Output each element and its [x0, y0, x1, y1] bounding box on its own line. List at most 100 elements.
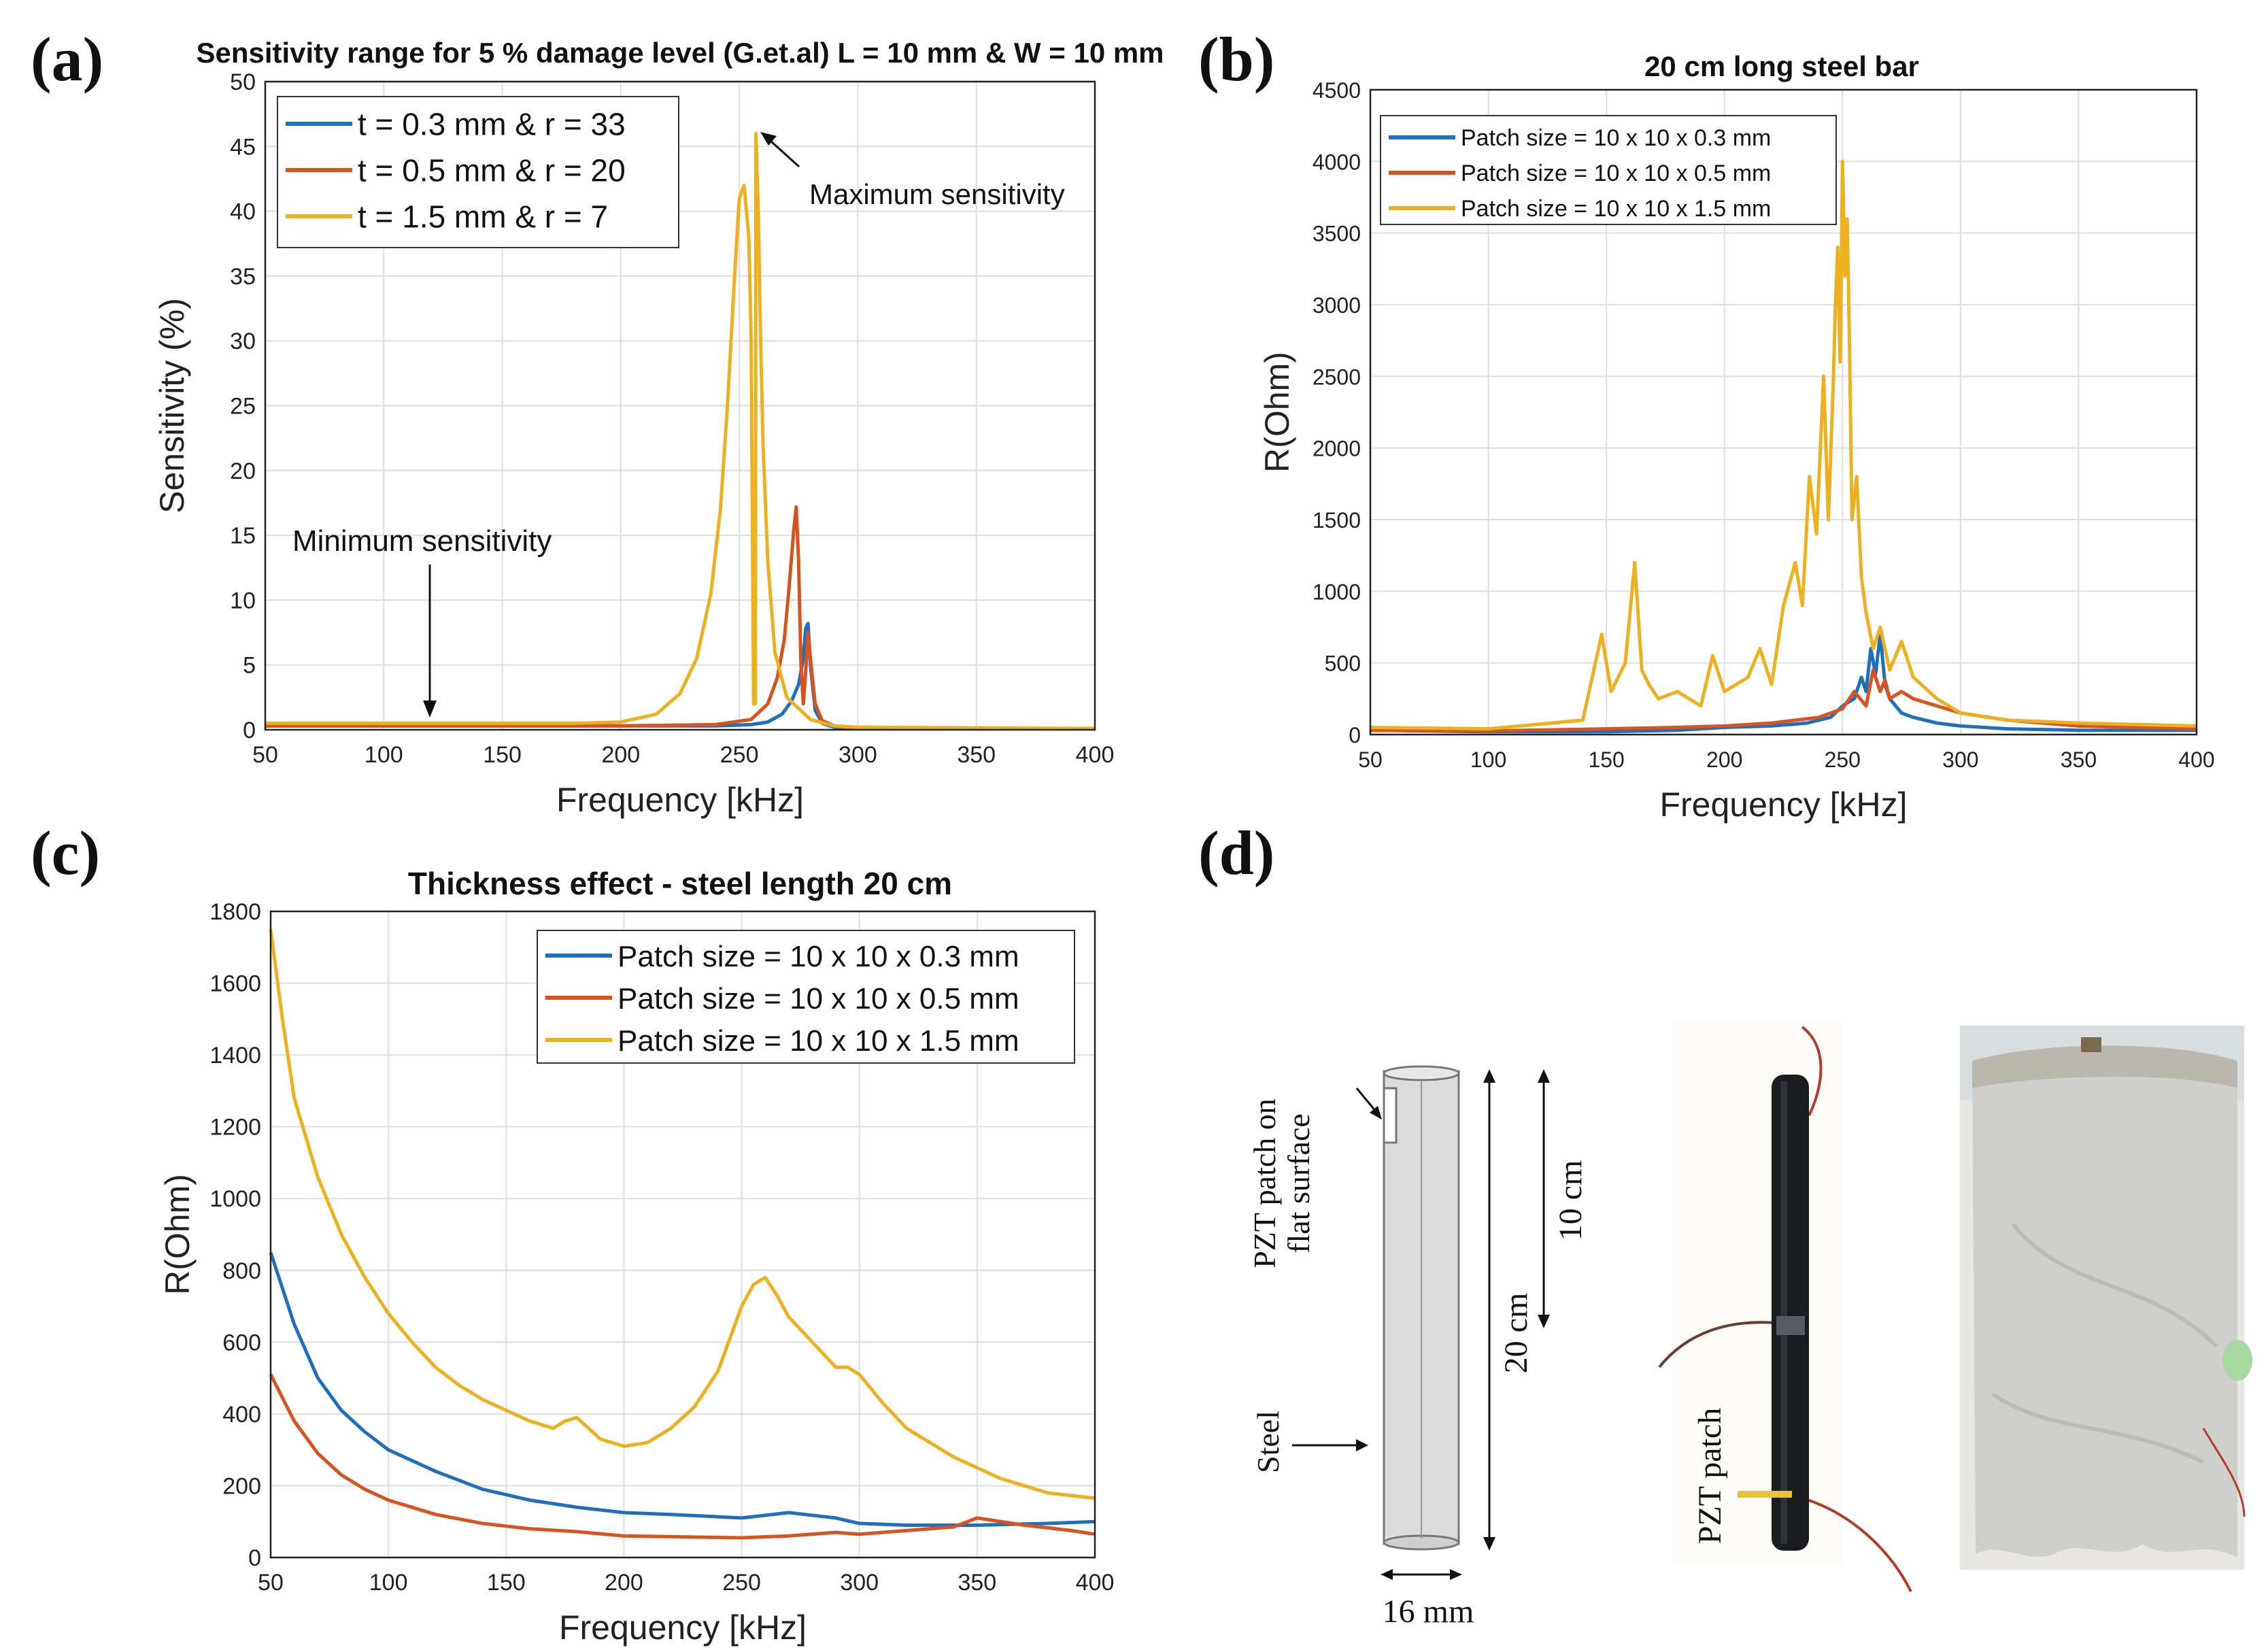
- legend-box: [1380, 115, 1837, 225]
- pzt-patch-label-line1: PZT patch on: [1247, 1098, 1282, 1268]
- y-tick-label: 5: [243, 653, 256, 679]
- y-tick-label: 10: [230, 588, 256, 613]
- series-line: [1370, 668, 2197, 733]
- y-tick-label: 1800: [209, 899, 261, 925]
- annotation-min-sensitivity: Minimum sensitivity: [292, 524, 552, 558]
- x-tick-label: 200: [601, 742, 640, 768]
- y-tick-label: 45: [230, 134, 256, 160]
- diameter-label: 16 mm: [1383, 1594, 1474, 1630]
- steel-bar-top: [1383, 1065, 1460, 1081]
- x-axis-label: Frequency [kHz]: [556, 781, 804, 819]
- y-tick-label: 4000: [1313, 150, 1361, 174]
- photo-steel-bar: PZT patch: [1658, 1020, 1912, 1592]
- y-tick-label: 3500: [1313, 222, 1361, 246]
- photo-pzt-patch-label: PZT patch: [1692, 1408, 1728, 1544]
- x-tick-label: 50: [258, 1570, 284, 1596]
- y-axis-label: Sensitivity (%): [153, 298, 191, 513]
- x-tick-label: 400: [1076, 742, 1115, 768]
- y-tick-label: 25: [230, 394, 256, 420]
- y-tick-label: 1500: [1313, 508, 1361, 533]
- chart-title: 20 cm long steel bar: [1644, 50, 1919, 82]
- annotation-min-arrowhead: [423, 701, 437, 718]
- y-tick-label: 1000: [1313, 579, 1361, 604]
- series-line: [265, 505, 1095, 730]
- x-tick-label: 100: [1470, 747, 1506, 772]
- series-line: [269, 929, 1096, 1500]
- panel-label-c: (c): [31, 818, 100, 888]
- legend-entry: t = 0.5 mm & r = 20: [358, 153, 626, 188]
- x-tick-label: 100: [365, 742, 403, 768]
- x-tick-label: 150: [487, 1570, 526, 1596]
- y-tick-label: 20: [230, 458, 256, 484]
- legend-entry: Patch size = 10 x 10 x 0.5 mm: [617, 982, 1019, 1015]
- half-arrow-bottom: [1538, 1315, 1550, 1328]
- y-axis-label: R(Ohm): [1258, 352, 1296, 473]
- diameter-arrow-right: [1450, 1569, 1462, 1580]
- length-arrow-top: [1483, 1069, 1495, 1083]
- panel-label-a: (a): [31, 24, 103, 94]
- chart-b-resistance-long-bar: 50 100 150 200 250 300 350 40005001000150020002…: [1258, 50, 2215, 824]
- x-tick-label: 300: [839, 742, 877, 768]
- x-tick-label: 50: [1358, 747, 1383, 772]
- y-tick-label: 15: [230, 523, 256, 549]
- x-tick-label: 200: [1706, 747, 1742, 772]
- y-tick-label: 4500: [1313, 78, 1361, 103]
- panel-label-d: (d): [1198, 818, 1274, 888]
- x-axis-label: Frequency [kHz]: [559, 1609, 807, 1647]
- y-tick-label: 800: [222, 1258, 261, 1284]
- length-label: 20 cm: [1498, 1293, 1534, 1374]
- series-line: [265, 131, 1096, 730]
- steel-pointer-arrowhead: [1356, 1439, 1368, 1451]
- x-tick-label: 400: [2178, 747, 2214, 772]
- x-tick-label: 250: [722, 1570, 761, 1596]
- y-tick-label: 0: [243, 718, 256, 743]
- x-tick-label: 400: [1076, 1570, 1115, 1596]
- panel-label-b: (b): [1198, 24, 1274, 94]
- y-tick-label: 0: [248, 1545, 261, 1571]
- legend-entry: Patch size = 10 x 10 x 0.3 mm: [617, 940, 1019, 973]
- y-tick-label: 35: [230, 264, 256, 290]
- y-tick-label: 600: [222, 1330, 261, 1356]
- y-tick-label: 30: [230, 329, 256, 354]
- x-tick-label: 300: [1942, 747, 1978, 772]
- y-tick-label: 3000: [1313, 293, 1361, 318]
- pzt-patch-label-line2: flat surface: [1281, 1113, 1316, 1253]
- y-tick-label: 2000: [1313, 437, 1361, 461]
- y-tick-label: 500: [1325, 652, 1361, 676]
- legend-entry: t = 1.5 mm & r = 7: [358, 199, 608, 235]
- x-tick-label: 150: [483, 742, 522, 768]
- annotation-max-sensitivity: Maximum sensitivity: [809, 178, 1065, 210]
- legend-entry: t = 0.3 mm & r = 33: [358, 107, 626, 142]
- y-tick-label: 1000: [209, 1186, 261, 1212]
- chart-a-sensitivity: 50 100 150 200 250 300 350 400 0 5 10 15 20 25 30 35 40 4…: [153, 37, 1164, 819]
- series-line: [1370, 159, 2197, 731]
- panel-d-specimen-diagram: PZT patch on flat surface Steel 20 cm 10…: [1247, 1020, 2252, 1630]
- annotation-max-arrowhead: [760, 132, 777, 146]
- series-line: [269, 1251, 1096, 1527]
- y-tick-label: 1200: [209, 1115, 261, 1141]
- diameter-arrow-left: [1381, 1569, 1393, 1580]
- length-arrow-bottom: [1483, 1537, 1495, 1551]
- x-tick-label: 250: [1825, 747, 1861, 772]
- axes-frame: [269, 910, 1096, 1559]
- axes-frame: [1369, 88, 2198, 736]
- y-axis-label: R(Ohm): [158, 1174, 197, 1295]
- y-tick-label: 200: [222, 1473, 261, 1499]
- x-tick-label: 250: [720, 742, 759, 768]
- x-tick-label: 100: [369, 1570, 408, 1596]
- series-line: [269, 1373, 1096, 1540]
- legend-entry: Patch size = 10 x 10 x 0.5 mm: [1461, 161, 1771, 186]
- chart-title: Thickness effect - steel length 20 cm: [408, 866, 952, 901]
- y-tick-label: 1600: [209, 971, 261, 997]
- legend-entry: Patch size = 10 x 10 x 1.5 mm: [1461, 196, 1771, 222]
- x-tick-label: 300: [840, 1570, 879, 1596]
- y-tick-label: 40: [230, 199, 256, 225]
- photo-concrete-specimen: [1960, 1026, 2252, 1570]
- x-tick-label: 150: [1588, 747, 1624, 772]
- x-tick-label: 350: [958, 1570, 996, 1596]
- legend-box: [537, 930, 1075, 1064]
- chart-c-thickness-effect: 50 100 150 200 250 300 350 400 0 200 400 600 800 1000…: [158, 866, 1114, 1647]
- y-tick-label: 0: [1349, 723, 1361, 747]
- half-length-label: 10 cm: [1553, 1160, 1589, 1241]
